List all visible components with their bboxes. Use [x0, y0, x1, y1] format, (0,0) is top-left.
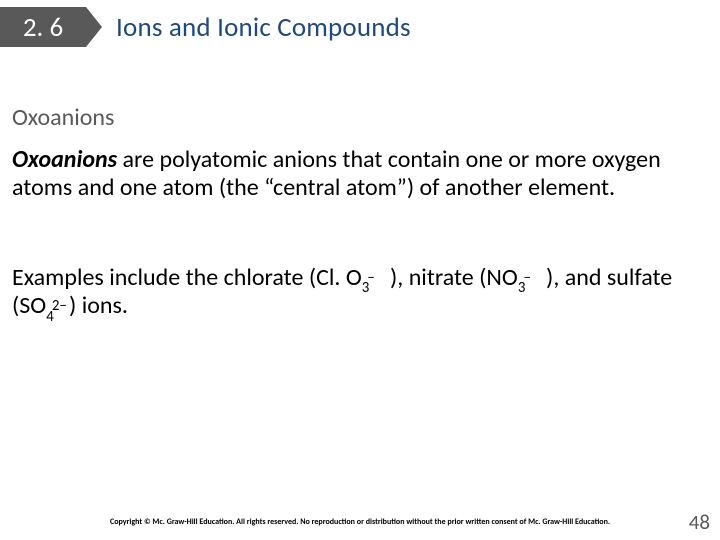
- examples-mid1: ), nitrate (NO: [385, 263, 518, 292]
- section-number: 2. 6: [23, 11, 63, 44]
- subheading: Oxoanions: [12, 103, 114, 132]
- copyright-text: Copyright © Mc. Graw-Hill Education. All…: [0, 517, 720, 527]
- section-number-box: 2. 6: [0, 7, 86, 47]
- slide-header: 2. 6 Ions and Ionic Compounds: [0, 6, 720, 48]
- page-number: 48: [689, 509, 710, 535]
- paragraph-examples: Examples include the chlorate (Cl. O3− )…: [12, 264, 702, 321]
- section-arrow-icon: [86, 7, 102, 47]
- slide: 2. 6 Ions and Ionic Compounds Oxoanions …: [0, 0, 720, 540]
- chapter-title: Ions and Ionic Compounds: [116, 11, 411, 44]
- paragraph-definition: Oxoanions are polyatomic anions that con…: [12, 146, 702, 203]
- examples-pre: Examples include the chlorate (Cl. O: [12, 263, 362, 292]
- lead-term: Oxoanions: [12, 145, 117, 174]
- examples-tail: ) ions.: [69, 291, 128, 320]
